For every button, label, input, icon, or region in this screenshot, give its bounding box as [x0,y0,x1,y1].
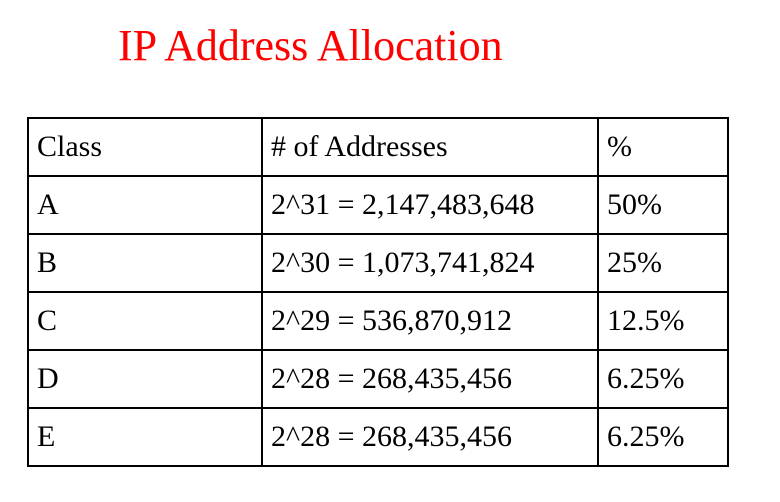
table-row: E 2^28 = 268,435,456 6.25% [27,407,729,467]
table-row: A 2^31 = 2,147,483,648 50% [27,175,729,235]
header-class: Class [27,117,263,177]
cell-class: A [27,175,263,235]
cell-class: E [27,407,263,467]
cell-class: C [27,291,263,351]
cell-percent: 25% [597,233,729,293]
cell-addresses: 2^28 = 268,435,456 [261,349,599,409]
allocation-table: Class # of Addresses % A 2^31 = 2,147,48… [27,117,729,467]
header-percent: % [597,117,729,177]
cell-percent: 6.25% [597,349,729,409]
cell-class: B [27,233,263,293]
cell-addresses: 2^28 = 268,435,456 [261,407,599,467]
table-row: B 2^30 = 1,073,741,824 25% [27,233,729,293]
cell-addresses: 2^29 = 536,870,912 [261,291,599,351]
cell-addresses: 2^30 = 1,073,741,824 [261,233,599,293]
table-row: C 2^29 = 536,870,912 12.5% [27,291,729,351]
cell-percent: 50% [597,175,729,235]
cell-class: D [27,349,263,409]
header-addresses: # of Addresses [261,117,599,177]
page-title: IP Address Allocation [118,21,503,70]
cell-percent: 12.5% [597,291,729,351]
table-header-row: Class # of Addresses % [27,117,729,177]
table-row: D 2^28 = 268,435,456 6.25% [27,349,729,409]
cell-percent: 6.25% [597,407,729,467]
cell-addresses: 2^31 = 2,147,483,648 [261,175,599,235]
